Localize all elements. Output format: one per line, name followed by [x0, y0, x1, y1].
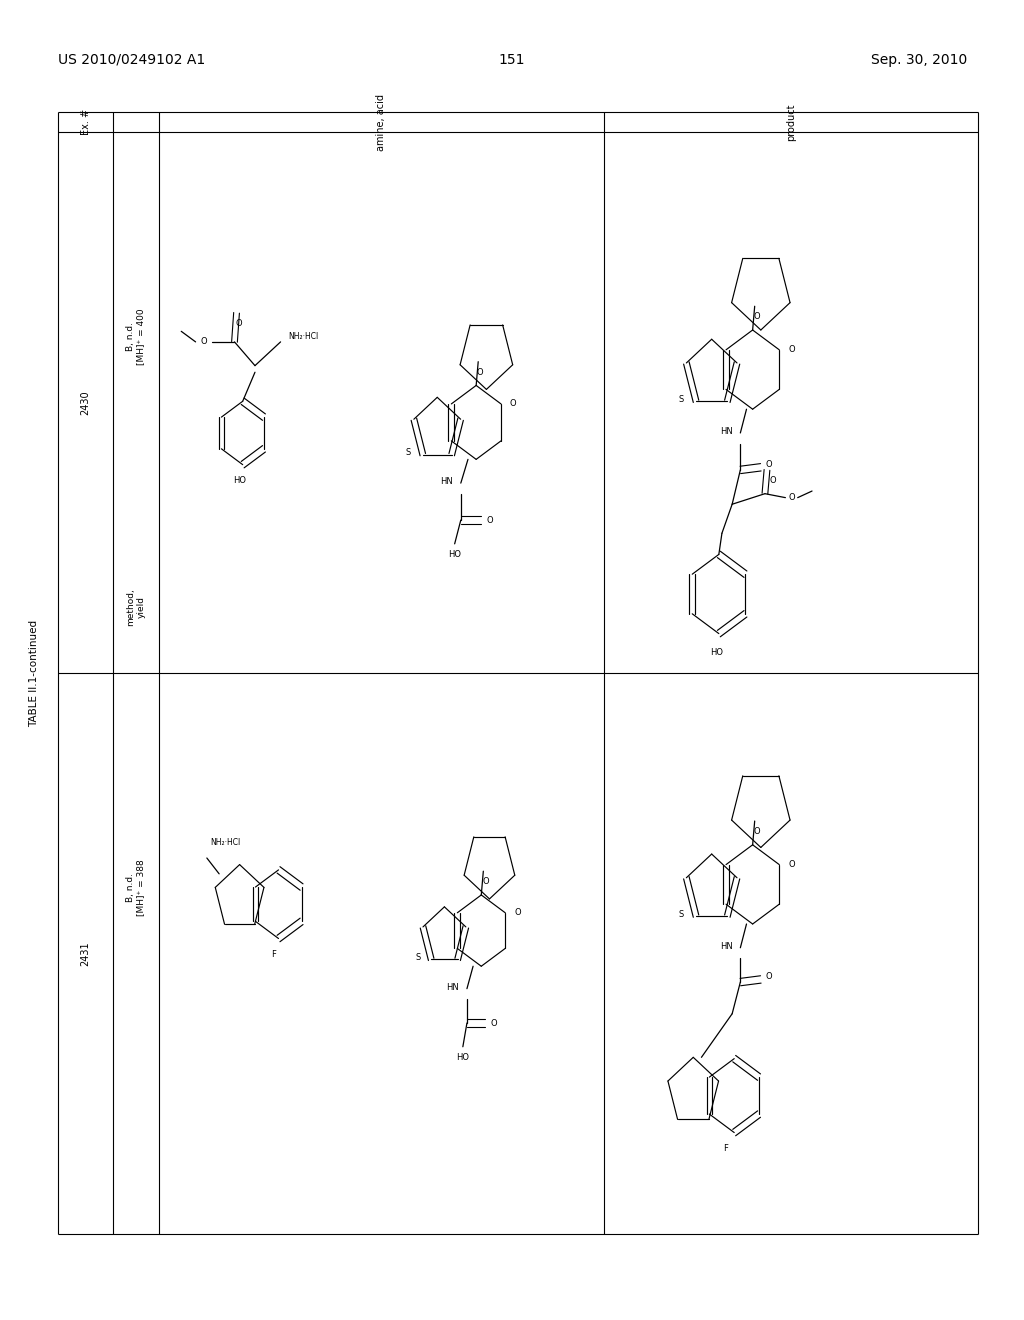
Text: HN: HN [720, 942, 732, 950]
Text: B, n.d.
[MH]⁺ = 388: B, n.d. [MH]⁺ = 388 [126, 859, 145, 916]
Text: S: S [678, 911, 684, 919]
Text: HN: HN [446, 983, 459, 991]
Text: S: S [415, 953, 421, 961]
Text: O: O [482, 878, 488, 886]
Text: O: O [201, 338, 207, 346]
Text: HN: HN [720, 428, 732, 436]
Text: HO: HO [457, 1053, 469, 1061]
Text: NH₂·HCl: NH₂·HCl [288, 333, 318, 341]
Text: 2430: 2430 [81, 391, 90, 414]
Text: O: O [770, 477, 776, 484]
Text: HN: HN [440, 478, 453, 486]
Text: O: O [766, 461, 772, 469]
Text: O: O [788, 346, 795, 354]
Text: F: F [271, 950, 275, 958]
Text: O: O [510, 400, 516, 408]
Text: Sep. 30, 2010: Sep. 30, 2010 [871, 53, 968, 67]
Text: 2431: 2431 [81, 941, 90, 966]
Text: NH₂·HCl: NH₂·HCl [210, 838, 241, 846]
Text: O: O [486, 516, 493, 524]
Text: F: F [724, 1144, 728, 1152]
Text: method,
yield: method, yield [126, 589, 145, 626]
Text: HO: HO [711, 648, 723, 656]
Text: product: product [786, 103, 796, 141]
Text: O: O [236, 319, 242, 327]
Text: O: O [477, 368, 483, 376]
Text: O: O [754, 313, 760, 321]
Text: O: O [788, 861, 795, 869]
Text: 151: 151 [499, 53, 525, 67]
Text: O: O [490, 1019, 497, 1027]
Text: US 2010/0249102 A1: US 2010/0249102 A1 [58, 53, 206, 67]
Text: S: S [678, 396, 684, 404]
Text: O: O [788, 494, 795, 502]
Text: O: O [766, 973, 772, 981]
Text: HO: HO [233, 477, 246, 484]
Text: amine, acid: amine, acid [377, 94, 386, 150]
Text: S: S [406, 449, 412, 457]
Text: HO: HO [449, 550, 461, 558]
Text: TABLE II.1-continued: TABLE II.1-continued [29, 619, 39, 727]
Text: Ex. #: Ex. # [81, 110, 90, 135]
Text: O: O [514, 908, 521, 917]
Text: B, n.d.
[MH]⁺ = 400: B, n.d. [MH]⁺ = 400 [126, 309, 145, 364]
Text: O: O [754, 828, 760, 836]
